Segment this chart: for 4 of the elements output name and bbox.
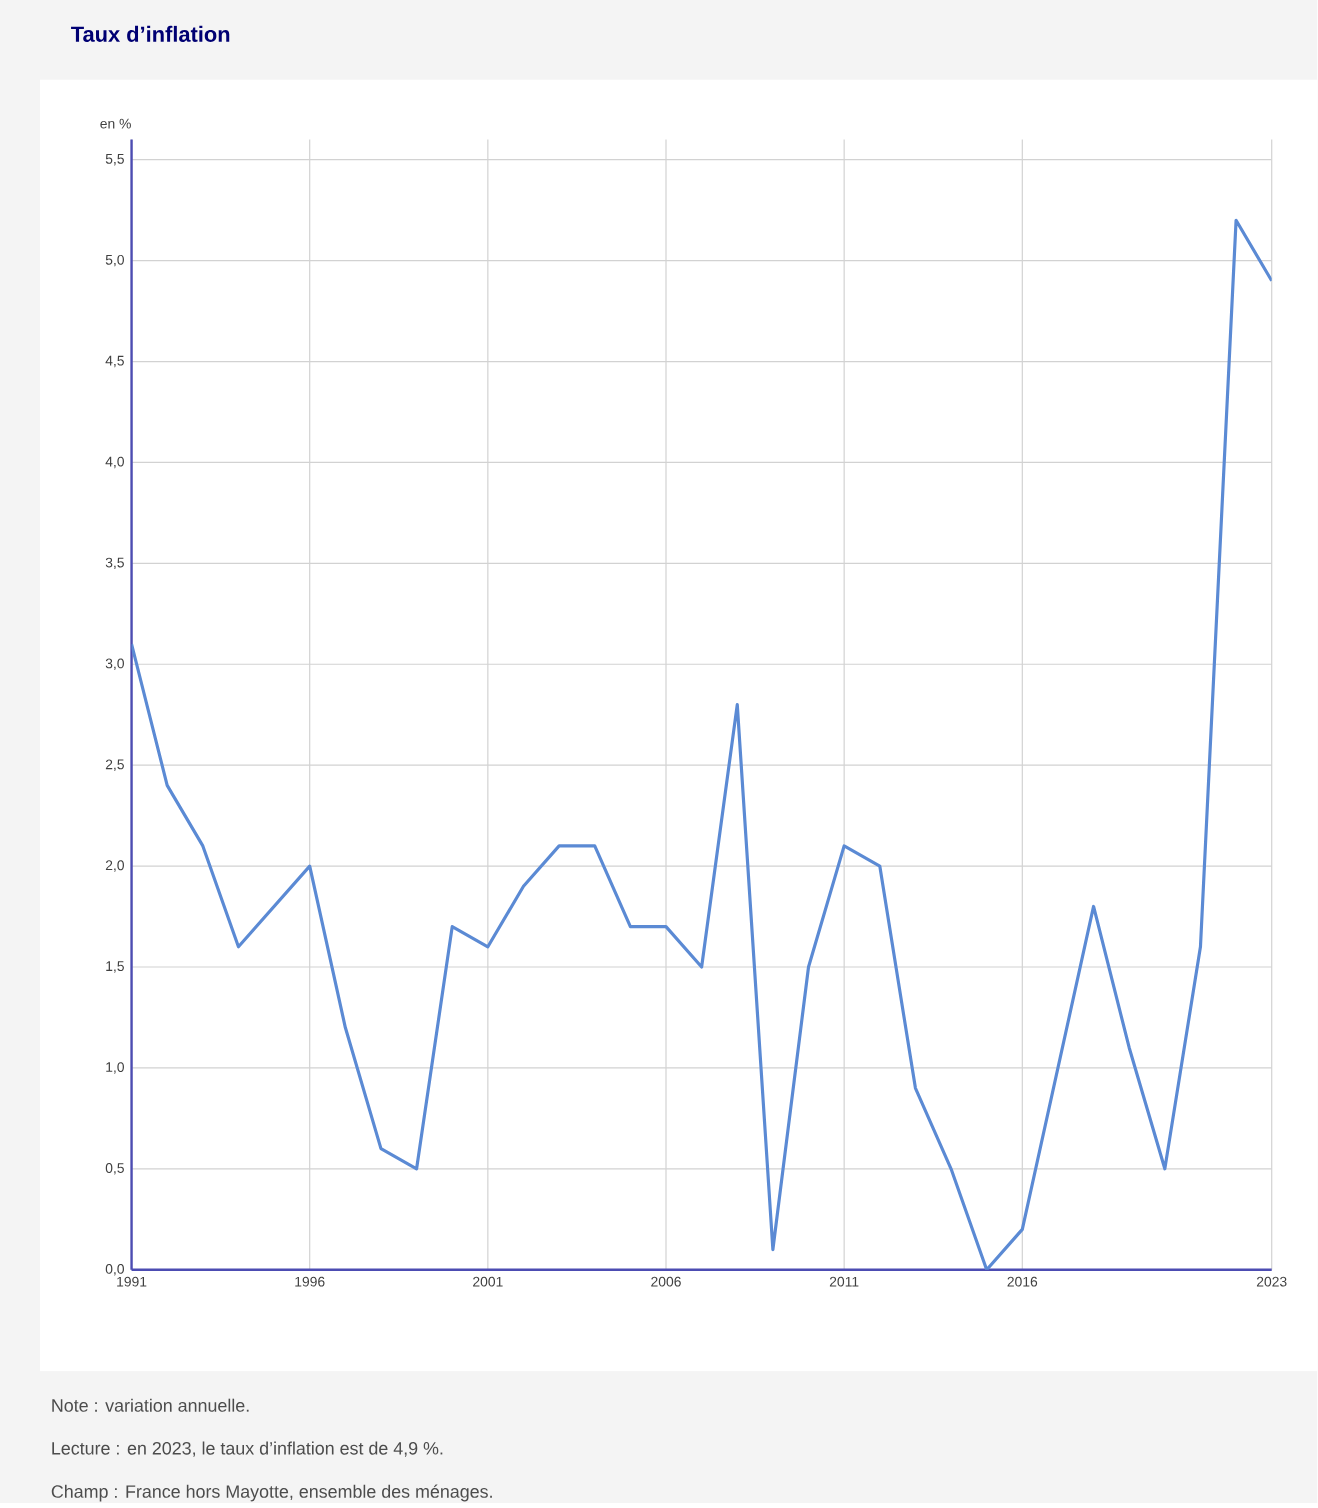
text: Lecture : en 2023, le taux d’inflation est de 4,9 %. xyxy=(52,1441,443,1457)
text: Champ : France hors Mayotte, ensemble des ménages. xyxy=(51,1484,493,1502)
text: Note : variation annuelle. xyxy=(52,1398,249,1412)
chart-title: Taux d’inflation xyxy=(71,25,230,42)
